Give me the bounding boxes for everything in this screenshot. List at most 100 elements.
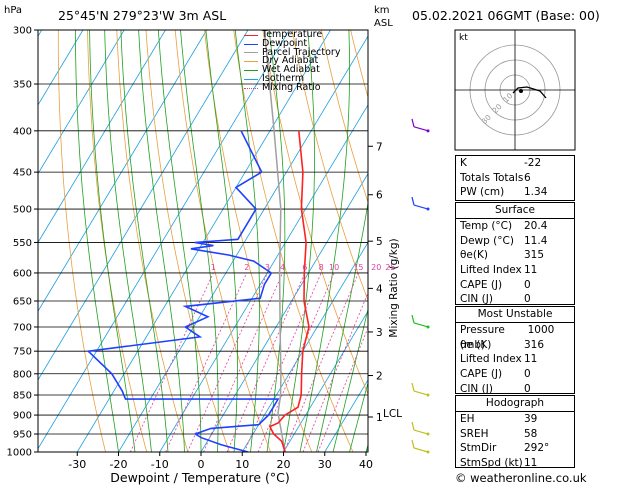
legend-label: Isotherm (262, 72, 305, 84)
wet-adiabat-line (157, 30, 202, 452)
pressure-tick-label: 750 (13, 347, 32, 358)
pressure-tick-label: 650 (13, 297, 32, 308)
hodograph-table: Hodograph EH 39 SREH 58 StmDir 292° StmSpd (kt… (455, 395, 575, 470)
pressure-tick-label: 450 (13, 168, 32, 179)
mixing-ratio-label: 2 (244, 263, 249, 272)
most-unstable-table: Most Unstable Pressure (mb) 1000 θe (K) 316… (455, 306, 575, 397)
pressure-tick-label: 950 (13, 430, 32, 441)
wind-barb-flag (411, 421, 415, 431)
isotherm-line (38, 30, 290, 450)
pressure-tick-label: 500 (13, 205, 32, 216)
wind-barb-base (426, 432, 430, 436)
temperature-tick-label: 10 (235, 458, 249, 471)
isotherm-line (283, 310, 368, 452)
temperature-line (268, 130, 310, 452)
table-row-label: Temp (°C) (460, 220, 513, 232)
table-row-label: Lifted Index (460, 264, 522, 277)
table-row-value: 6 (524, 171, 531, 184)
isotherm-line (159, 104, 368, 452)
table-row: Temp (°C) 20.4 (456, 218, 574, 234)
legend-item: Dewpoint (244, 37, 369, 49)
mixing-ratio-line (129, 272, 214, 452)
indices-table: K -22 Totals Totals 6 PW (cm) 1.34 (455, 155, 575, 201)
legend-label: Parcel Trajectory (262, 46, 341, 58)
table-row-value: 39 (524, 413, 538, 425)
dry-adiabat-line (291, 30, 368, 302)
wet-adiabat-line (349, 381, 368, 452)
hpa-unit-label: hPa (4, 5, 22, 16)
km-tick-label: 1 (376, 412, 383, 424)
km-tick-label: 4 (376, 283, 383, 295)
table-row-value: 292° (524, 442, 550, 455)
dry-adiabat-line (585, 30, 629, 452)
mixing-ratio-label: 6 (302, 263, 307, 272)
mixing-ratio-label: 1 (211, 263, 216, 272)
wind-barb-flag (411, 118, 415, 127)
surface-title: Surface (494, 204, 535, 216)
wind-barb-base (426, 129, 430, 133)
wind-barb-flag (411, 314, 415, 324)
pressure-tick-label: 850 (13, 391, 32, 402)
legend-item: Dry Adiabat (244, 56, 369, 66)
table-row-value: 1000 (527, 324, 555, 336)
table-row: Lifted Index 11 (456, 263, 574, 278)
table-row: CIN (J) 0 (456, 292, 574, 307)
wind-barb-base (426, 207, 430, 211)
table-row-label: Pressure (mb) (460, 324, 505, 351)
mixing-ratio-label: 15 (353, 263, 363, 272)
table-row-label: Totals Totals (460, 171, 524, 184)
datetime-label: 05.02.2021 06GMT (Base: 00) (412, 8, 600, 23)
wind-barb (413, 126, 429, 132)
table-row-value: 11 (524, 353, 538, 366)
mixing-ratio-label: 4 (280, 263, 285, 272)
legend-item: Wet Adiabat (244, 65, 369, 75)
isotherm-line (200, 172, 368, 452)
table-row-value: 58 (524, 427, 538, 440)
dry-adiabat-line (614, 30, 629, 452)
table-row-label: CAPE (J) (460, 368, 503, 381)
legend-swatch (244, 87, 258, 89)
table-row-label: Dewp (°C) (460, 234, 514, 247)
wet-adiabat-line (299, 30, 351, 452)
km-tick-label: 3 (376, 327, 383, 339)
table-row-label: EH (460, 413, 475, 425)
table-row: Totals Totals 6 (456, 171, 574, 186)
hodograph-trace (512, 86, 547, 99)
table-row: K -22 (456, 156, 574, 171)
km-tick-label: 6 (376, 190, 383, 202)
dewpoint-line (86, 130, 280, 452)
temperature-tick-label: -30 (68, 458, 86, 471)
pressure-tick-label: 300 (13, 26, 32, 37)
wind-barb (413, 204, 429, 210)
wet-adiabat-line (89, 30, 136, 452)
isotherm-line (38, 30, 249, 381)
wind-barb (413, 390, 429, 396)
wind-barb-flag (411, 196, 415, 206)
table-row-value: 11.4 (524, 234, 548, 247)
location-label: 25°45'N 279°23'W 3m ASL (58, 8, 226, 23)
table-row-label: StmDir (460, 442, 497, 455)
table-row: PW (cm) 1.34 (456, 185, 574, 200)
table-row-value: 11 (524, 457, 538, 470)
pressure-tick-label: 900 (13, 411, 32, 422)
table-row: CIN (J) 0 (456, 382, 574, 397)
table-row-value: 0 (524, 278, 531, 291)
isotherm-line (324, 379, 368, 452)
isotherm-line (76, 30, 331, 452)
legend-swatch (244, 52, 258, 54)
table-row-label: CAPE (J) (460, 278, 503, 291)
pressure-tick-label: 800 (13, 369, 32, 380)
isotherm-line (38, 30, 84, 106)
legend-swatch (244, 70, 258, 72)
x-axis-title: Dewpoint / Temperature (°C) (110, 470, 289, 485)
wind-barb-base (426, 325, 430, 329)
wind-barb-base (426, 450, 430, 454)
table-row-label: Lifted Index (460, 353, 522, 366)
isotherm-line (38, 30, 125, 175)
legend-item: Isotherm (244, 72, 369, 84)
pressure-tick-label: 1000 (7, 448, 32, 459)
mixing-ratio-axis-title: Mixing Ratio (g/kg) (388, 238, 400, 337)
legend-label: Dewpoint (262, 37, 308, 49)
hodograph-table-title: Hodograph (485, 397, 545, 409)
table-row: SREH 58 (456, 427, 574, 442)
